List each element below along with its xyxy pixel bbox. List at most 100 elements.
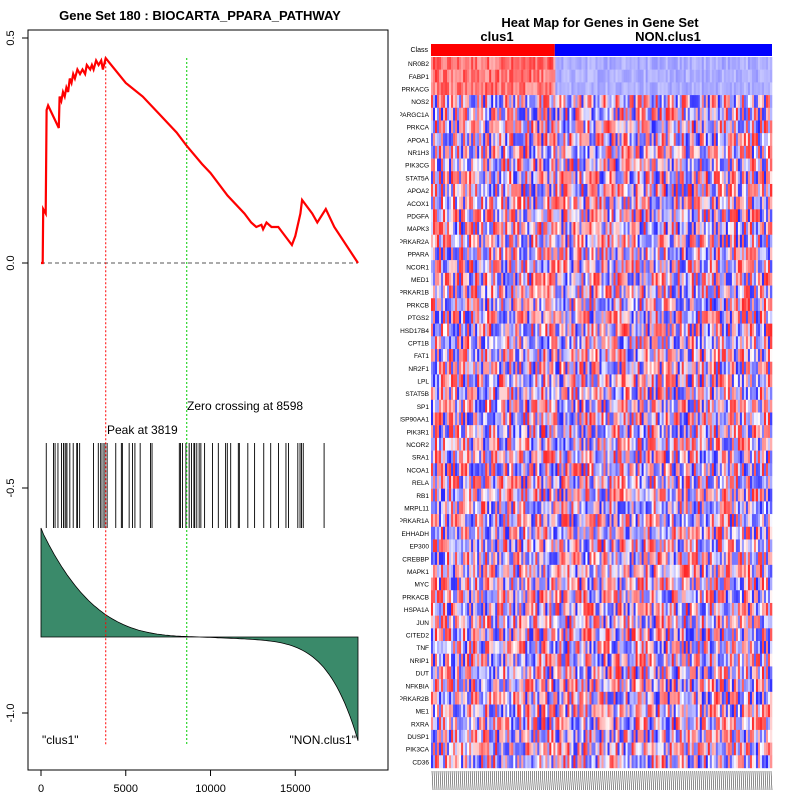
heatmap-cell — [763, 298, 767, 312]
heatmap-cell — [721, 361, 725, 375]
heatmap-cell — [707, 95, 711, 108]
heatmap-cell — [531, 361, 534, 375]
heatmap-cell — [449, 183, 452, 197]
heatmap-cell — [731, 209, 735, 223]
heatmap-cell — [633, 399, 636, 413]
heatmap-cell — [741, 196, 745, 210]
heatmap-cell — [497, 387, 500, 401]
heatmap-cell — [481, 361, 484, 375]
heatmap-cell — [763, 260, 767, 274]
heatmap-cell — [459, 247, 462, 261]
heatmap-cell — [509, 374, 512, 388]
heatmap-cell — [669, 260, 673, 274]
heatmap-cell — [459, 95, 462, 108]
heatmap-cell — [515, 247, 518, 261]
heatmap-cell — [583, 209, 586, 223]
heatmap-cell — [691, 298, 695, 312]
heatmap-cell — [639, 57, 642, 70]
heatmap-cell — [757, 120, 761, 134]
heatmap-cell — [575, 145, 578, 159]
heatmap-cell — [751, 171, 755, 185]
heatmap-cell — [535, 183, 538, 197]
heatmap-cell — [733, 95, 737, 108]
heatmap-cell — [683, 107, 687, 121]
heatmap-cell — [613, 145, 616, 159]
heatmap-cell — [631, 399, 634, 413]
heatmap-cell — [587, 349, 590, 362]
heatmap-cell — [597, 234, 600, 248]
heatmap-cell — [683, 57, 687, 70]
heatmap-cell — [745, 260, 749, 274]
heatmap-cell — [739, 183, 743, 197]
heatmap-cell — [681, 196, 685, 210]
heatmap-cell — [711, 285, 715, 299]
heatmap-cell — [529, 171, 532, 185]
heatmap-cell — [689, 158, 693, 172]
heatmap-cell — [725, 222, 729, 235]
heatmap-cell — [479, 57, 482, 70]
heatmap-cell — [495, 145, 498, 159]
heatmap-cell — [465, 209, 468, 223]
heatmap-cell — [729, 234, 733, 248]
heatmap-cell — [449, 412, 452, 426]
heatmap-cell — [509, 323, 512, 337]
heatmap-cell — [617, 69, 620, 83]
heatmap-cell — [641, 57, 644, 70]
heatmap-cell — [719, 171, 723, 185]
heatmap-cell — [523, 323, 526, 337]
heatmap-cell — [541, 120, 544, 134]
heatmap-cell — [677, 323, 681, 337]
heatmap-cell — [701, 158, 705, 172]
heatmap-cell — [451, 82, 454, 96]
heatmap-cell — [601, 107, 604, 121]
heatmap-cell — [615, 82, 618, 96]
heatmap-cell — [473, 336, 476, 350]
ranked-metric-fill — [40, 527, 359, 741]
heatmap-cell — [621, 95, 624, 108]
heatmap-cell — [619, 95, 622, 108]
heatmap-cell — [437, 247, 440, 261]
heatmap-cell — [483, 260, 486, 274]
heatmap-cell — [483, 95, 486, 108]
heatmap-cell — [643, 57, 646, 70]
heatmap-cell — [477, 310, 480, 324]
heatmap-cell — [587, 387, 590, 401]
heatmap-cell — [687, 183, 691, 197]
heatmap-cell — [505, 222, 508, 235]
heatmap-cell — [501, 310, 504, 324]
heatmap-cell — [447, 361, 450, 375]
heatmap-cell — [751, 260, 755, 274]
heatmap-cell — [755, 95, 759, 108]
heatmap-cell — [569, 234, 572, 248]
heatmap-cell — [751, 222, 755, 235]
heatmap-cell — [643, 260, 646, 274]
heatmap-cell — [617, 323, 620, 337]
heatmap-cell — [709, 247, 713, 261]
heatmap-cell — [513, 120, 516, 134]
heatmap-cell — [767, 107, 771, 121]
heatmap-cell — [703, 183, 707, 197]
heatmap-cell — [619, 374, 622, 388]
heatmap-cell — [727, 82, 731, 96]
heatmap-cell — [663, 107, 666, 121]
heatmap-cell — [433, 133, 436, 147]
heatmap-cell — [457, 298, 460, 312]
enrichment-plot-title: Gene Set 180 : BIOCARTA_PPARA_PATHWAY — [59, 8, 341, 23]
heatmap-cell — [753, 133, 757, 147]
heatmap-cell — [553, 323, 556, 337]
heatmap-cell — [627, 196, 630, 210]
heatmap-cell — [543, 323, 546, 337]
heatmap-cell — [563, 387, 566, 401]
heatmap-cell — [535, 260, 538, 274]
heatmap-cell — [759, 222, 763, 235]
heatmap-cell — [549, 310, 552, 324]
heatmap-cell — [503, 361, 506, 375]
heatmap-cell — [629, 234, 632, 248]
heatmap-row — [431, 183, 773, 197]
heatmap-cell — [531, 133, 534, 147]
heatmap-cell — [515, 196, 518, 210]
heatmap-cell — [473, 298, 476, 312]
heatmap-cell — [467, 374, 470, 388]
heatmap-cell — [453, 171, 456, 185]
heatmap-cell — [687, 399, 691, 413]
